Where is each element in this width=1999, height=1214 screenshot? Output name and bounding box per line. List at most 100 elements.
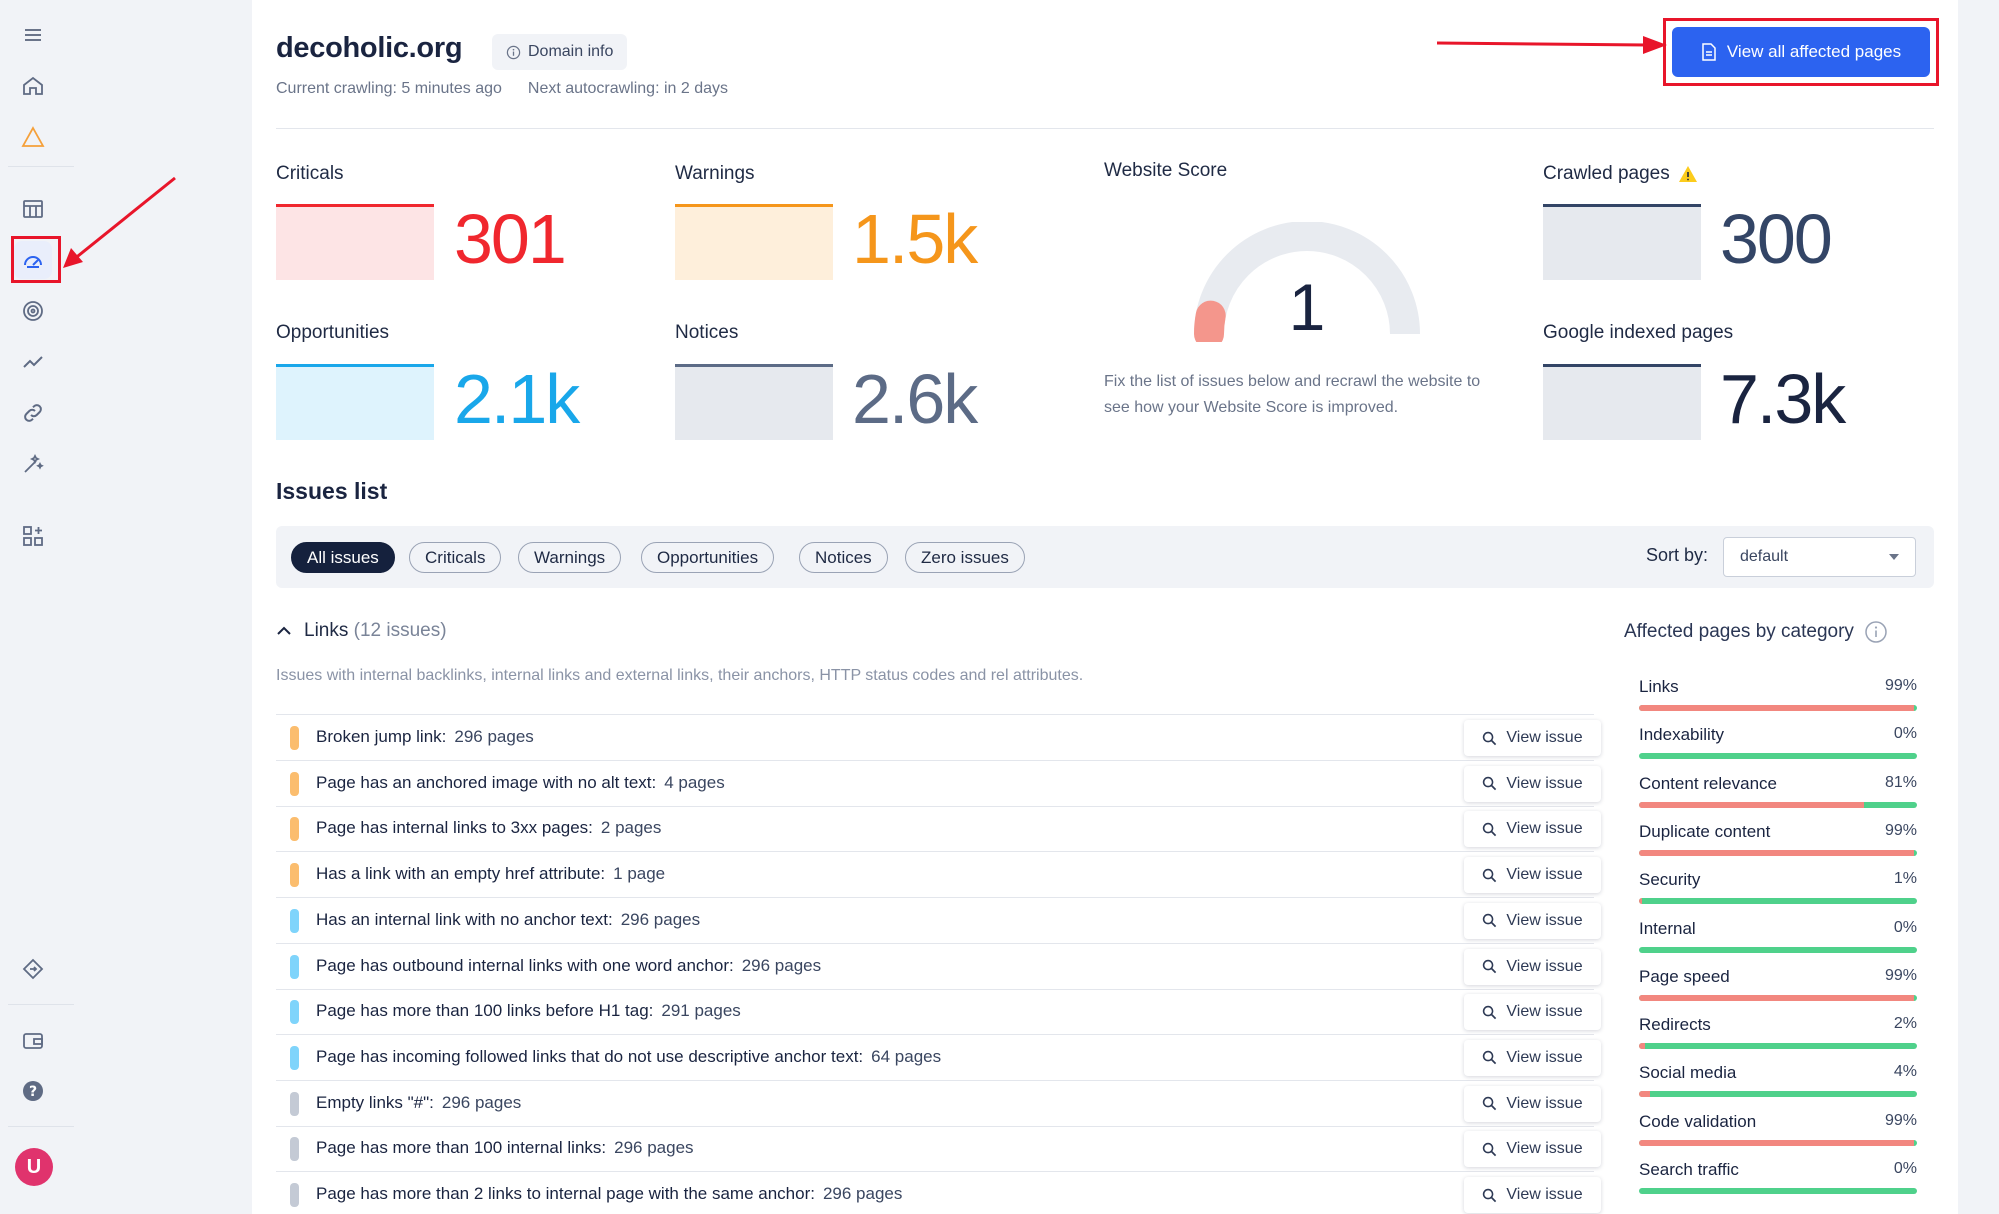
issue-text[interactable]: Page has internal links to 3xx pages: 2 p… [316, 818, 661, 838]
filter-zero-issues[interactable]: Zero issues [905, 542, 1025, 573]
alert-triangle-icon[interactable] [1678, 165, 1698, 183]
issue-row[interactable]: Page has outbound internal links with on… [276, 944, 1601, 990]
view-issue-button[interactable]: View issue [1464, 1131, 1601, 1168]
speedometer-icon[interactable] [14, 241, 52, 279]
category-name: Links [304, 620, 349, 641]
sort-select[interactable]: default [1723, 537, 1916, 577]
view-issue-button[interactable]: View issue [1464, 811, 1601, 848]
domain-info-button[interactable]: Domain info [492, 34, 628, 70]
avatar[interactable]: U [15, 1148, 53, 1186]
issue-row[interactable]: Page has more than 100 internal links: 29… [276, 1126, 1601, 1173]
issue-text[interactable]: Page has more than 100 internal links: 29… [316, 1138, 694, 1158]
chevron-up-icon[interactable] [276, 626, 292, 636]
view-issue-button[interactable]: View issue [1464, 902, 1601, 939]
notices-box[interactable] [675, 364, 833, 440]
affected-category-item[interactable]: Search traffic 0% [1639, 1160, 1917, 1208]
issue-text[interactable]: Page has more than 2 links to internal p… [316, 1184, 902, 1204]
opportunities-value[interactable]: 2.1k [454, 360, 580, 438]
issue-text[interactable]: Empty links "#": 296 pages [316, 1093, 521, 1113]
website-score-title: Website Score [1104, 160, 1228, 181]
opportunities-box[interactable] [276, 364, 434, 440]
criticals-box[interactable] [276, 204, 434, 280]
crawled-pages-box[interactable] [1543, 204, 1701, 280]
issue-row[interactable]: Page has an anchored image with no alt t… [276, 761, 1601, 807]
issue-text[interactable]: Page has outbound internal links with on… [316, 956, 821, 976]
warning-triangle-icon[interactable] [14, 118, 52, 156]
view-issue-button[interactable]: View issue [1464, 948, 1601, 985]
affected-category-item[interactable]: Redirects 2% [1639, 1015, 1917, 1063]
view-issue-label: View issue [1506, 774, 1583, 792]
info-icon[interactable] [1864, 620, 1888, 644]
notices-value[interactable]: 2.6k [852, 360, 978, 438]
affected-category-percent: 4% [1893, 1063, 1917, 1081]
category-header[interactable]: Links (12 issues) [276, 620, 447, 642]
issue-text[interactable]: Has a link with an empty href attribute:… [316, 864, 665, 884]
annotation-arrow [1436, 36, 1667, 54]
filter-opportunities[interactable]: Opportunities [641, 542, 775, 573]
help-icon[interactable]: ? [14, 1072, 52, 1110]
issue-row[interactable]: Page has more than 2 links to internal p… [276, 1172, 1601, 1214]
issue-row[interactable]: Has a link with an empty href attribute:… [276, 852, 1601, 899]
issue-row[interactable]: Empty links "#": 296 pages View issue [276, 1081, 1601, 1127]
affected-progress-bar [1639, 1091, 1917, 1098]
affected-category-item[interactable]: Internal 0% [1639, 919, 1917, 967]
affected-category-item[interactable]: Indexability 0% [1639, 725, 1917, 773]
affected-category-percent: 99% [1884, 677, 1917, 694]
issue-row[interactable]: Page has more than 100 links before H1 t… [276, 989, 1601, 1036]
view-issue-button[interactable]: View issue [1464, 857, 1601, 894]
issue-row[interactable]: Has an internal link with no anchor text… [276, 898, 1601, 944]
affected-category-item[interactable]: Code validation 99% [1639, 1112, 1917, 1160]
google-indexed-box[interactable] [1543, 364, 1701, 440]
view-issue-button[interactable]: View issue [1464, 1039, 1601, 1076]
affected-progress-bar [1639, 705, 1917, 711]
affected-category-item[interactable]: Page speed 99% [1639, 967, 1917, 1015]
view-issue-button[interactable]: View issue [1464, 765, 1601, 802]
menu-icon[interactable] [14, 16, 52, 54]
view-issue-button[interactable]: View issue [1464, 720, 1601, 756]
search-icon [1483, 1051, 1497, 1065]
google-indexed-value[interactable]: 7.3k [1720, 360, 1846, 438]
view-issue-button[interactable]: View issue [1464, 994, 1601, 1031]
home-icon[interactable] [14, 67, 52, 105]
crawled-pages-value[interactable]: 300 [1720, 200, 1833, 278]
criticals-value[interactable]: 301 [454, 200, 567, 278]
issue-row[interactable]: Broken jump link: 296 pages View issue [276, 715, 1601, 761]
issue-text[interactable]: Has an internal link with no anchor text… [316, 910, 700, 930]
issue-text[interactable]: Page has more than 100 links before H1 t… [316, 1001, 741, 1021]
affected-category-item[interactable]: Social media 4% [1639, 1063, 1917, 1111]
affected-category-item[interactable]: Security 1% [1639, 870, 1917, 918]
filter-notices[interactable]: Notices [799, 542, 888, 573]
issue-row[interactable]: Page has incoming followed links that do… [276, 1035, 1601, 1081]
magic-wand-icon[interactable] [14, 445, 52, 483]
crawled-pages-label-wrap: Crawled pages [1543, 163, 1698, 185]
website-score-value: 1 [1289, 270, 1326, 342]
filter-all-issues[interactable]: All issues [291, 542, 395, 573]
issue-text[interactable]: Broken jump link: 296 pages [316, 727, 534, 747]
add-widget-icon[interactable] [14, 517, 52, 555]
view-issue-button[interactable]: View issue [1464, 1085, 1601, 1122]
issue-text[interactable]: Page has incoming followed links that do… [316, 1047, 941, 1067]
warnings-box[interactable] [675, 204, 833, 280]
trend-icon[interactable] [14, 343, 52, 381]
filter-criticals[interactable]: Criticals [409, 542, 502, 573]
affected-category-name: Content relevance [1639, 773, 1777, 793]
filter-warnings[interactable]: Warnings [518, 542, 622, 573]
issue-pages-count: 291 pages [661, 1001, 741, 1021]
issue-text[interactable]: Page has an anchored image with no alt t… [316, 773, 725, 793]
affected-category-item[interactable]: Content relevance 81% [1639, 774, 1917, 822]
affected-category-item[interactable]: Duplicate content 99% [1639, 822, 1917, 870]
target-icon[interactable] [14, 292, 52, 330]
diamond-icon[interactable] [14, 950, 52, 988]
issue-title: Has a link with an empty href attribute: [316, 864, 606, 884]
view-issue-label: View issue [1506, 911, 1583, 929]
wallet-icon[interactable] [14, 1022, 52, 1060]
issue-row[interactable]: Page has internal links to 3xx pages: 2 p… [276, 806, 1601, 853]
affected-category-item[interactable]: Links 99% [1639, 677, 1917, 725]
link-icon[interactable] [14, 394, 52, 432]
table-icon[interactable] [14, 190, 52, 228]
view-issue-button[interactable]: View issue [1464, 1177, 1601, 1213]
warnings-value[interactable]: 1.5k [852, 200, 978, 278]
severity-indicator [290, 1045, 299, 1070]
view-all-affected-pages-button[interactable]: View all affected pages [1672, 27, 1930, 77]
domain-title: decoholic.org [276, 32, 463, 64]
